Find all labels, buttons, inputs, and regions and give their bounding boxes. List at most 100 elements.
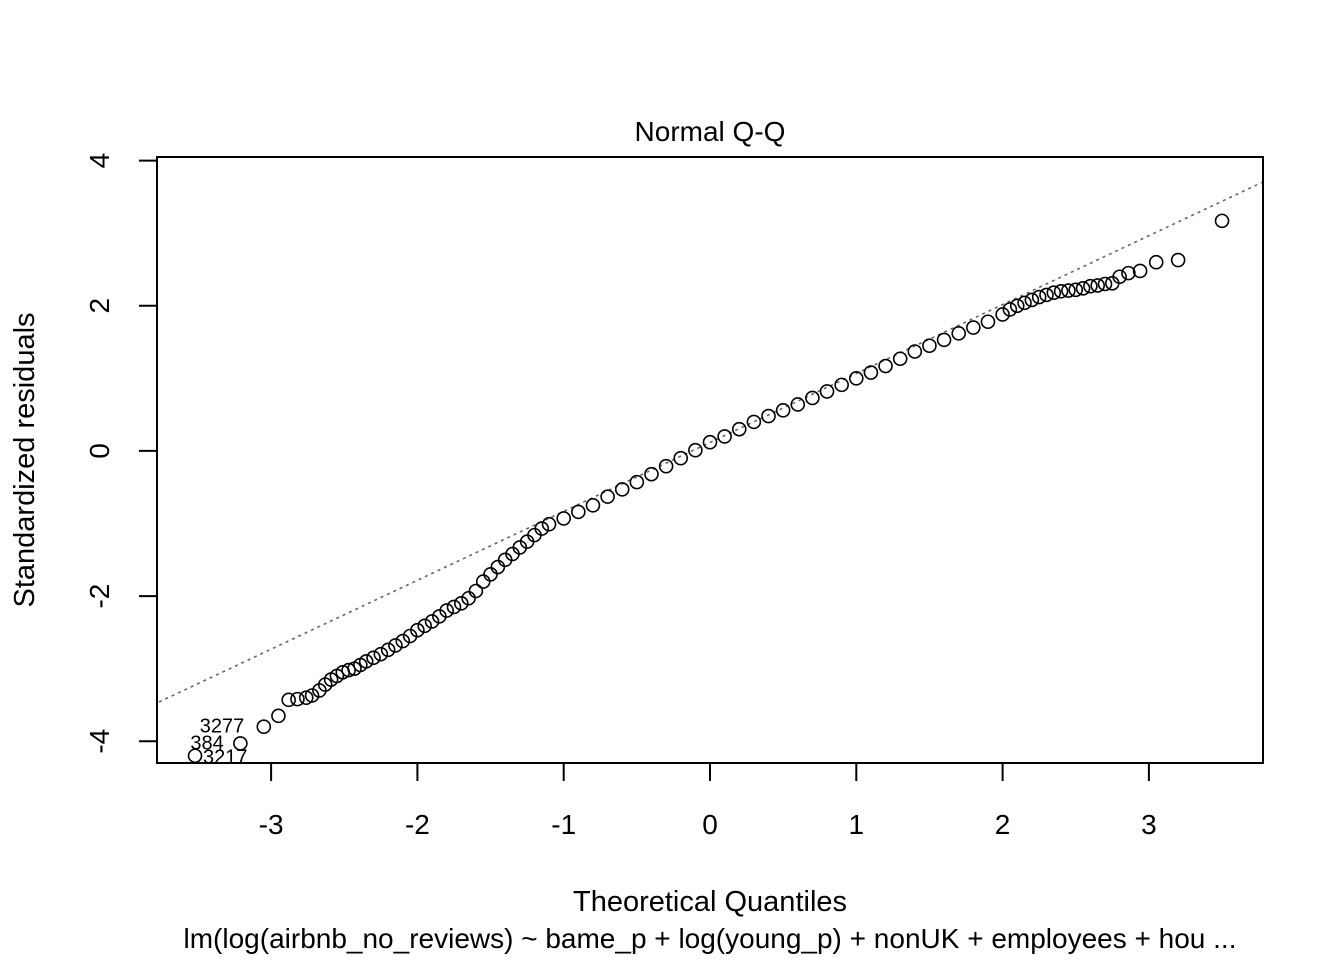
- x-tick-label: -2: [405, 809, 430, 840]
- data-point: [922, 338, 937, 353]
- data-point: [936, 332, 952, 348]
- x-axis: -3 -2 -1 0 1 2 3: [259, 762, 1157, 840]
- x-tick-label: -1: [551, 809, 576, 840]
- data-point: [658, 458, 674, 474]
- data-point: [1053, 283, 1069, 299]
- data-point: [534, 521, 550, 536]
- data-point: [644, 466, 659, 482]
- data-point: [892, 351, 908, 367]
- data-point: [233, 736, 248, 751]
- point-label: 384: [190, 732, 223, 754]
- data-point: [614, 482, 630, 497]
- data-point: [281, 692, 296, 708]
- data-point: [490, 559, 506, 575]
- point-label: 3217: [203, 747, 248, 769]
- point-label: 3277: [200, 716, 245, 738]
- x-tick-label: 0: [702, 809, 718, 840]
- data-point: [366, 650, 381, 666]
- data-point: [702, 434, 718, 450]
- data-point: [1170, 252, 1186, 268]
- data-point: [271, 708, 286, 724]
- y-tick-label: -2: [84, 584, 115, 609]
- data-point: [1121, 265, 1136, 281]
- data-point: [446, 599, 462, 615]
- data-point: [907, 344, 923, 359]
- data-point: [453, 596, 469, 611]
- x-axis-title: Theoretical Quantiles: [573, 886, 847, 918]
- data-point: [980, 314, 996, 330]
- data-point: [585, 498, 601, 513]
- data-point: [1083, 278, 1098, 294]
- data-point: [600, 489, 615, 504]
- data-point: [629, 474, 645, 490]
- data-point: [1002, 302, 1018, 317]
- data-point: [380, 642, 396, 658]
- data-point: [424, 614, 440, 629]
- data-point: [1068, 282, 1084, 298]
- data-point: [571, 504, 586, 520]
- data-point: [395, 633, 411, 649]
- data-point: [717, 429, 732, 444]
- points-layer: [187, 213, 1230, 764]
- data-point: [848, 371, 864, 386]
- data-point: [1132, 263, 1148, 279]
- data-point: [1214, 213, 1230, 229]
- data-point: [1090, 278, 1105, 293]
- data-point: [1148, 254, 1164, 270]
- y-axis-title: Standardized residuals: [9, 312, 41, 607]
- data-point: [761, 408, 776, 424]
- data-point: [475, 574, 491, 589]
- data-point: [863, 365, 879, 380]
- data-point: [1039, 287, 1054, 303]
- data-point: [417, 618, 433, 634]
- data-point: [790, 397, 806, 412]
- data-point: [373, 646, 389, 662]
- data-point: [966, 320, 981, 335]
- data-point: [746, 414, 762, 430]
- data-point: [1031, 289, 1047, 305]
- data-point: [1024, 292, 1040, 308]
- model-formula: lm(log(airbnb_no_reviews) ~ bame_p + log…: [184, 923, 1237, 954]
- data-point: [410, 622, 425, 638]
- x-tick-label: 1: [849, 809, 865, 840]
- data-point: [187, 748, 203, 764]
- reference-line-layer: [158, 181, 1263, 703]
- data-point: [775, 402, 791, 418]
- data-point: [1061, 283, 1076, 298]
- data-point: [304, 688, 320, 703]
- data-point: [388, 638, 403, 653]
- plot-frame: [156, 156, 1264, 764]
- data-point: [256, 719, 272, 735]
- y-tick-label: 4: [84, 153, 115, 169]
- data-point: [1009, 298, 1025, 314]
- data-point: [1097, 276, 1113, 292]
- data-point: [1017, 295, 1032, 311]
- data-point: [290, 691, 305, 707]
- data-point: [1112, 269, 1127, 285]
- y-tick-label: 0: [84, 443, 115, 459]
- data-point: [819, 384, 835, 399]
- data-point: [556, 511, 572, 526]
- data-point: [1075, 281, 1091, 296]
- data-point: [483, 567, 498, 582]
- data-point: [951, 326, 967, 341]
- chart-title: Normal Q-Q: [635, 116, 786, 147]
- x-tick-label: -3: [259, 809, 284, 840]
- data-point: [439, 603, 454, 618]
- data-point: [1046, 285, 1062, 301]
- data-point: [673, 450, 689, 466]
- data-point: [995, 307, 1010, 322]
- y-tick-label: 2: [84, 298, 115, 314]
- data-point: [541, 516, 557, 532]
- data-point: [834, 377, 849, 393]
- y-axis: -4 -2 0 2 4: [84, 153, 158, 754]
- x-tick-label: 3: [1141, 809, 1157, 840]
- x-tick-label: 2: [995, 809, 1011, 840]
- data-point: [878, 358, 893, 374]
- data-point: [688, 442, 703, 458]
- data-point: [461, 590, 476, 606]
- data-point: [731, 421, 747, 437]
- data-point: [468, 583, 484, 599]
